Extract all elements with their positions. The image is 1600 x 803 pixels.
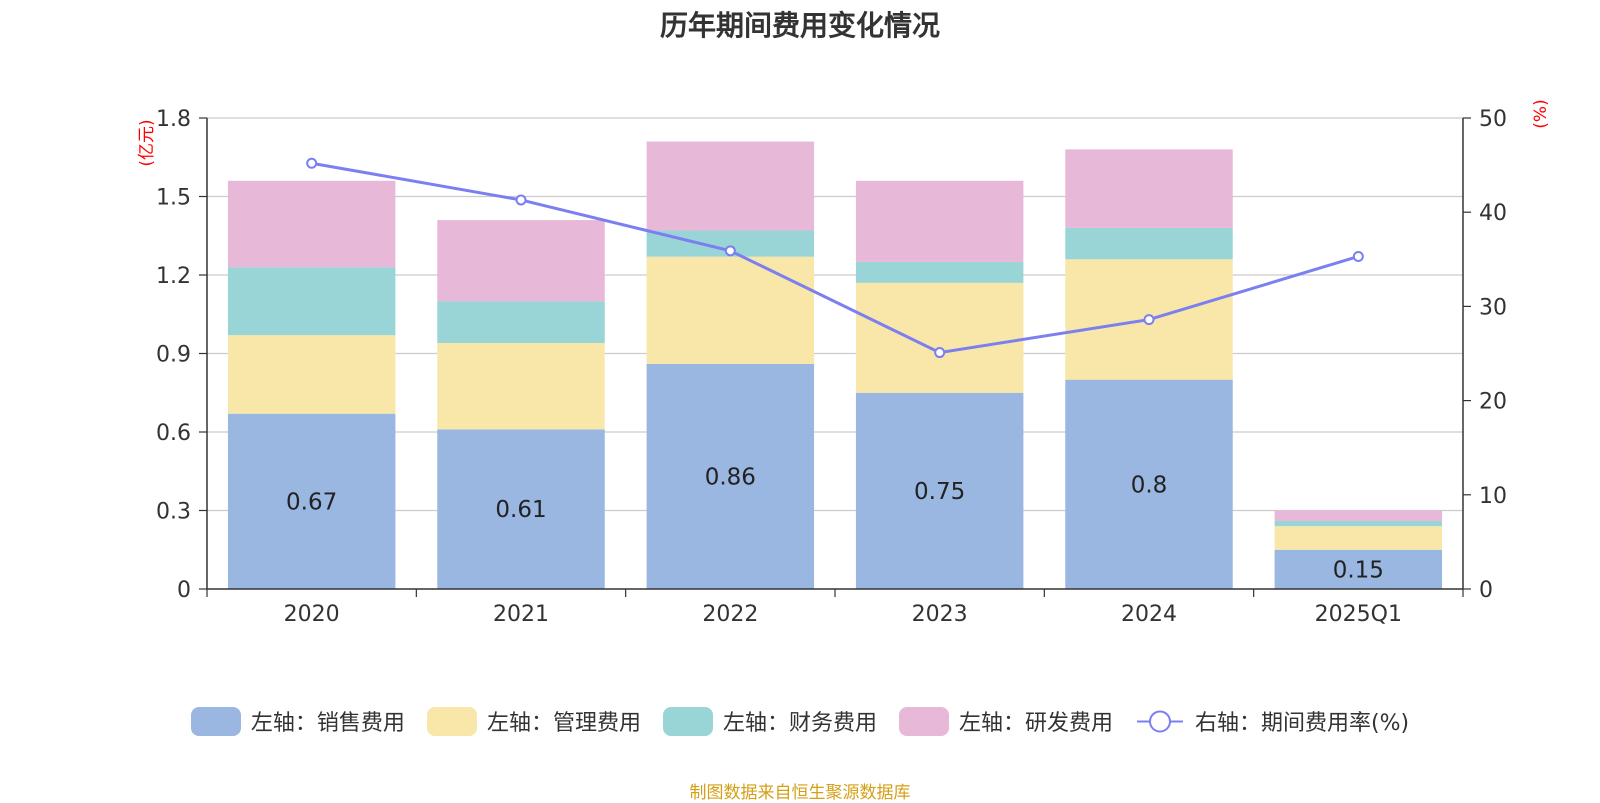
legend-item[interactable]: 右轴：期间费用率(%)	[1135, 705, 1409, 737]
legend-swatch	[426, 706, 477, 736]
bar-segment	[1274, 510, 1443, 521]
bar-data-label: 0.15	[1333, 557, 1384, 583]
rate-point	[934, 347, 946, 359]
line-layer	[306, 157, 1364, 359]
left-axis-tick-label: 0.9	[156, 343, 191, 368]
bar-segment	[1065, 379, 1233, 589]
left-axis-tick-label: 1.5	[156, 186, 191, 211]
bar-segment	[227, 180, 396, 268]
left-axis-tick-label: 0.3	[156, 500, 191, 525]
legend-label: 左轴：研发费用	[958, 711, 1113, 736]
legend-swatch	[662, 706, 713, 736]
bar-segment	[1065, 149, 1233, 228]
bar-segment	[437, 301, 605, 344]
left-axis-tick-label: 0	[177, 578, 191, 603]
bar-segment	[1065, 227, 1233, 260]
bar-segment	[855, 180, 1024, 262]
legend-item[interactable]: 左轴：销售费用	[190, 705, 405, 737]
legend-label: 左轴：销售费用	[250, 711, 405, 736]
bar-segment	[227, 267, 396, 336]
bar-segment	[1274, 520, 1443, 527]
rate-line	[311, 161, 1359, 355]
left-axis-tick-label: 1.8	[156, 107, 191, 132]
legend-swatch	[898, 706, 949, 736]
bar-data-label: 0.67	[286, 489, 337, 515]
rate-point	[1143, 314, 1155, 326]
legend-swatch	[190, 706, 241, 736]
x-axis-tick-label: 2020	[284, 602, 340, 627]
bar-segment	[227, 335, 396, 414]
legend-label: 右轴：期间费用率(%)	[1194, 711, 1410, 736]
right-axis-unit: (%)	[1531, 99, 1551, 128]
right-axis-tick-label: 0	[1479, 578, 1493, 603]
right-axis-tick-label: 30	[1479, 295, 1507, 320]
rate-point	[306, 157, 318, 169]
bar-segment	[855, 282, 1024, 393]
bar-segment	[646, 256, 815, 364]
right-axis-tick-label: 10	[1479, 484, 1507, 509]
legend-item[interactable]: 左轴：研发费用	[898, 705, 1113, 737]
labels-layer: 0.67 0.61 0.86 0.75 0.8 0.15	[286, 464, 1384, 583]
x-axis-tick-label: 2023	[912, 602, 968, 627]
bar-segment	[646, 141, 815, 231]
bar-segment	[855, 261, 1024, 283]
x-axis-tick-label: 2025Q1	[1315, 602, 1402, 627]
legend-label: 左轴：财务费用	[722, 711, 877, 736]
axes-layer: 0 0.3 0.6 0.9 1.2 1.5 1.8 0 10 20 30 40 50 (亿元) (%) 202…	[137, 99, 1551, 627]
right-axis-tick-label: 40	[1479, 201, 1507, 226]
legend-line-icon	[1136, 710, 1183, 732]
right-axis-tick-label: 20	[1479, 390, 1507, 415]
legend-item[interactable]: 左轴：财务费用	[662, 705, 877, 737]
bar-segment	[646, 363, 815, 589]
x-axis-tick-label: 2021	[493, 602, 549, 627]
rate-point	[1352, 250, 1364, 262]
bar-segment	[437, 429, 605, 589]
bar-data-label: 0.8	[1131, 472, 1168, 498]
bars-layer	[227, 141, 1443, 589]
rate-point	[515, 194, 527, 206]
bar-data-label: 0.75	[914, 479, 965, 505]
x-axis-tick-label: 2022	[702, 602, 758, 627]
left-axis-tick-label: 0.6	[156, 421, 191, 446]
left-axis-unit: (亿元)	[137, 119, 157, 166]
right-axis-tick-label: 50	[1479, 107, 1507, 132]
bar-data-label: 0.86	[705, 464, 756, 490]
grid-layer	[207, 117, 1463, 512]
source-note: 制图数据来自恒生聚源数据库	[689, 783, 911, 803]
legend-item[interactable]: 左轴：管理费用	[426, 705, 641, 737]
legend-label: 左轴：管理费用	[486, 711, 641, 736]
left-axis-tick-label: 1.2	[156, 264, 191, 289]
rate-point	[724, 245, 736, 257]
legend: 左轴：销售费用 左轴：管理费用 左轴：财务费用 左轴：研发费用 右轴：期间费用率(%)	[0, 705, 1600, 737]
x-axis-tick-label: 2024	[1121, 602, 1177, 627]
bar-segment	[437, 220, 605, 302]
bar-segment	[1274, 549, 1443, 589]
chart-title: 历年期间费用变化情况	[659, 9, 940, 42]
bar-segment	[855, 392, 1024, 589]
bar-segment	[437, 343, 605, 430]
bar-segment	[1274, 526, 1443, 550]
bar-segment	[227, 413, 396, 589]
bar-data-label: 0.61	[495, 497, 546, 523]
